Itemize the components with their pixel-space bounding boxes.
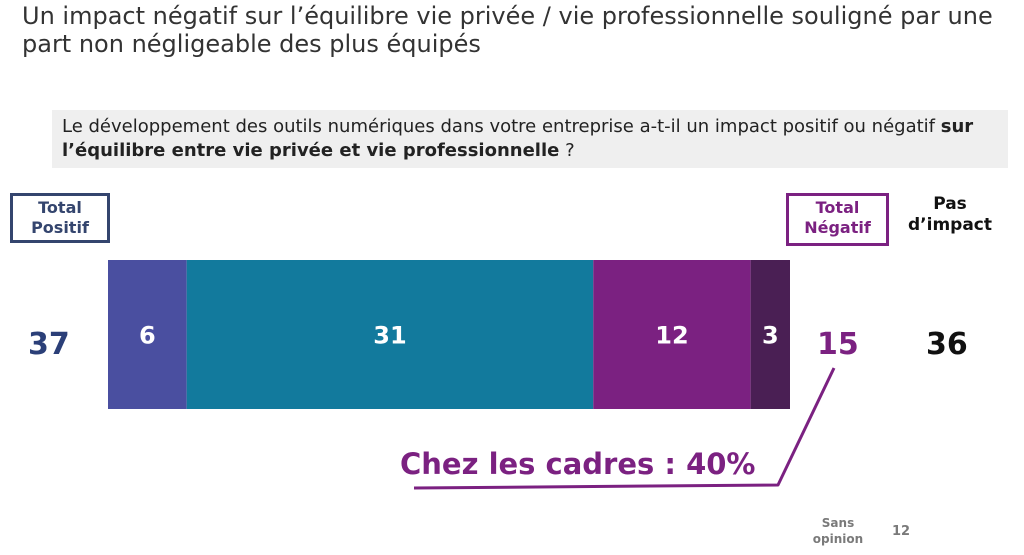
page-title: Un impact négatif sur l’équilibre vie pr…: [22, 2, 993, 58]
sans-opinion-value: 12: [892, 524, 911, 539]
question-suffix: ?: [559, 140, 575, 161]
bar-segment-1: [186, 260, 594, 409]
bar-value-label-3: 3: [762, 322, 779, 350]
total-negatif-label: Total Négatif: [786, 193, 889, 246]
question-emphasis: sur l’équilibre entre vie privée et vie …: [62, 116, 974, 161]
bar-value-label-2: 12: [655, 322, 688, 350]
total-positif-label: Total Positif: [10, 193, 110, 243]
question-box: Le développement des outils numériques d…: [52, 110, 1008, 168]
bar-value-label-0: 6: [139, 322, 156, 350]
bar-value-label-1: 31: [373, 322, 406, 350]
bar-segment-0: [108, 260, 187, 409]
sans-opinion-label: Sans opinion: [812, 516, 864, 546]
total-negatif-value: 15: [817, 327, 859, 362]
bar-segments: 6 31 12 3: [108, 260, 790, 409]
total-positif-value: 37: [28, 327, 70, 362]
bar-segment-2: [593, 260, 751, 409]
callout-connector: [413, 367, 836, 490]
pas-impact-label: Pas d’impact: [907, 194, 992, 235]
question-text: Le développement des outils numériques d…: [62, 116, 941, 137]
cadres-callout: Chez les cadres : 40%: [400, 447, 756, 481]
bar-segment-3: [750, 260, 790, 409]
pas-impact-value: 36: [926, 327, 968, 362]
